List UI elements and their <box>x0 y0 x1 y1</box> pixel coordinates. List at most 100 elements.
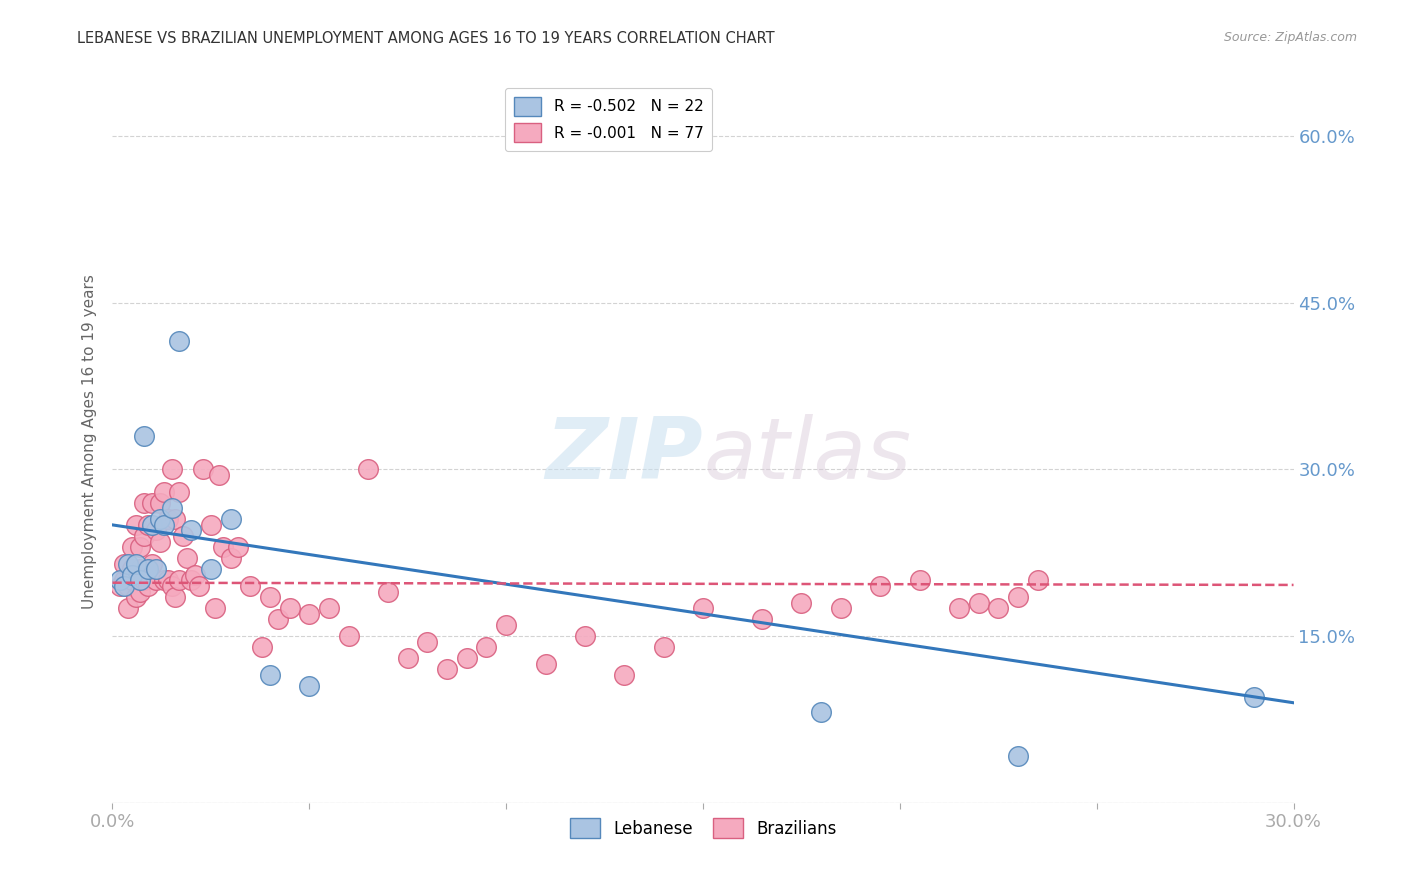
Point <box>830 601 852 615</box>
Point <box>475 640 498 655</box>
Point <box>132 429 155 443</box>
Y-axis label: Unemployment Among Ages 16 to 19 years: Unemployment Among Ages 16 to 19 years <box>82 274 97 609</box>
Point <box>574 629 596 643</box>
Point <box>357 462 380 476</box>
Point <box>152 574 174 588</box>
Point <box>259 590 281 604</box>
Point <box>160 579 183 593</box>
Point <box>278 601 301 615</box>
Point <box>132 496 155 510</box>
Point <box>1007 590 1029 604</box>
Point <box>110 574 132 588</box>
Point <box>613 668 636 682</box>
Point <box>267 612 290 626</box>
Point <box>180 524 202 538</box>
Point <box>176 551 198 566</box>
Point <box>112 579 135 593</box>
Text: Source: ZipAtlas.com: Source: ZipAtlas.com <box>1223 31 1357 45</box>
Point <box>117 579 139 593</box>
Point <box>132 529 155 543</box>
Point <box>169 484 191 499</box>
Point <box>141 557 163 571</box>
Point <box>250 640 273 655</box>
Point <box>156 574 179 588</box>
Point <box>1243 690 1265 705</box>
Point <box>259 668 281 682</box>
Point <box>191 462 214 476</box>
Point <box>160 462 183 476</box>
Point <box>112 557 135 571</box>
Point <box>751 612 773 626</box>
Point <box>165 512 187 526</box>
Point <box>129 584 152 599</box>
Point <box>169 574 191 588</box>
Point <box>1026 574 1049 588</box>
Point <box>337 629 360 643</box>
Point <box>121 574 143 588</box>
Point <box>495 618 517 632</box>
Point <box>377 584 399 599</box>
Point <box>156 512 179 526</box>
Text: LEBANESE VS BRAZILIAN UNEMPLOYMENT AMONG AGES 16 TO 19 YEARS CORRELATION CHART: LEBANESE VS BRAZILIAN UNEMPLOYMENT AMONG… <box>77 31 775 46</box>
Point <box>112 574 135 588</box>
Point <box>145 562 167 576</box>
Point <box>121 540 143 554</box>
Point <box>136 517 159 532</box>
Point <box>149 534 172 549</box>
Point <box>141 496 163 510</box>
Point <box>152 517 174 532</box>
Point <box>136 579 159 593</box>
Point <box>149 512 172 526</box>
Point <box>184 568 207 582</box>
Point <box>534 657 557 671</box>
Point <box>121 562 143 576</box>
Point <box>110 579 132 593</box>
Point <box>948 601 970 615</box>
Point <box>129 540 152 554</box>
Point <box>129 562 152 576</box>
Point <box>145 524 167 538</box>
Point <box>125 517 148 532</box>
Point <box>652 640 675 655</box>
Point <box>145 574 167 588</box>
Point <box>136 562 159 576</box>
Point <box>790 596 813 610</box>
Point <box>436 662 458 676</box>
Point <box>141 517 163 532</box>
Point <box>869 579 891 593</box>
Point <box>125 590 148 604</box>
Point <box>692 601 714 615</box>
Point <box>121 568 143 582</box>
Legend: Lebanese, Brazilians: Lebanese, Brazilians <box>562 812 844 845</box>
Point <box>298 607 321 621</box>
Point <box>416 634 439 648</box>
Point <box>987 601 1010 615</box>
Point <box>204 601 226 615</box>
Point <box>200 562 222 576</box>
Point <box>208 467 231 482</box>
Point <box>456 651 478 665</box>
Point <box>219 551 242 566</box>
Point <box>188 579 211 593</box>
Point <box>908 574 931 588</box>
Text: ZIP: ZIP <box>546 415 703 498</box>
Point <box>129 574 152 588</box>
Point <box>810 705 832 719</box>
Text: atlas: atlas <box>703 415 911 498</box>
Point <box>149 496 172 510</box>
Point <box>200 517 222 532</box>
Point <box>117 557 139 571</box>
Point <box>132 574 155 588</box>
Point <box>169 334 191 349</box>
Point <box>1007 749 1029 764</box>
Point <box>228 540 250 554</box>
Point <box>967 596 990 610</box>
Point <box>396 651 419 665</box>
Point <box>160 501 183 516</box>
Point <box>125 557 148 571</box>
Point <box>172 529 194 543</box>
Point <box>165 590 187 604</box>
Point <box>239 579 262 593</box>
Point <box>219 512 242 526</box>
Point <box>298 679 321 693</box>
